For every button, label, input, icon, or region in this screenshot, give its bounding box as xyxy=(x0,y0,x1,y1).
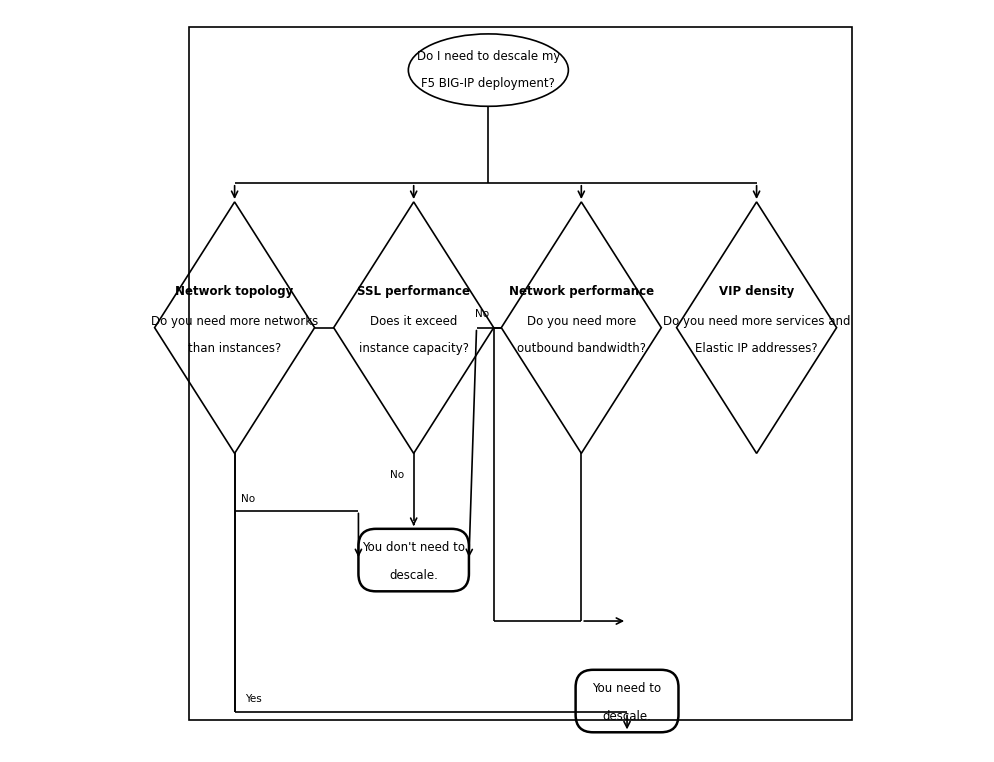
Text: You need to: You need to xyxy=(591,682,661,696)
Text: Elastic IP addresses?: Elastic IP addresses? xyxy=(695,342,817,356)
Text: Do you need more networks: Do you need more networks xyxy=(151,315,318,328)
Text: F5 BIG-IP deployment?: F5 BIG-IP deployment? xyxy=(421,77,555,91)
Text: VIP density: VIP density xyxy=(719,284,793,298)
Text: than instances?: than instances? xyxy=(188,342,281,356)
Text: No: No xyxy=(475,309,489,319)
Text: No: No xyxy=(241,494,255,504)
Text: descale.: descale. xyxy=(389,568,437,582)
Text: Network performance: Network performance xyxy=(508,284,653,298)
Text: Do I need to descale my: Do I need to descale my xyxy=(416,50,560,63)
Text: SSL performance: SSL performance xyxy=(357,284,470,298)
Bar xyxy=(189,27,851,720)
Text: Does it exceed: Does it exceed xyxy=(370,315,457,328)
Text: Yes: Yes xyxy=(246,693,261,704)
Text: No: No xyxy=(390,469,404,480)
Text: You don't need to: You don't need to xyxy=(362,541,465,555)
Text: Do you need more services and: Do you need more services and xyxy=(662,315,850,328)
Text: Network topology: Network topology xyxy=(175,284,293,298)
Text: instance capacity?: instance capacity? xyxy=(358,342,468,356)
Text: Do you need more: Do you need more xyxy=(526,315,635,328)
Text: outbound bandwidth?: outbound bandwidth? xyxy=(516,342,645,356)
Text: descale.: descale. xyxy=(602,709,651,723)
